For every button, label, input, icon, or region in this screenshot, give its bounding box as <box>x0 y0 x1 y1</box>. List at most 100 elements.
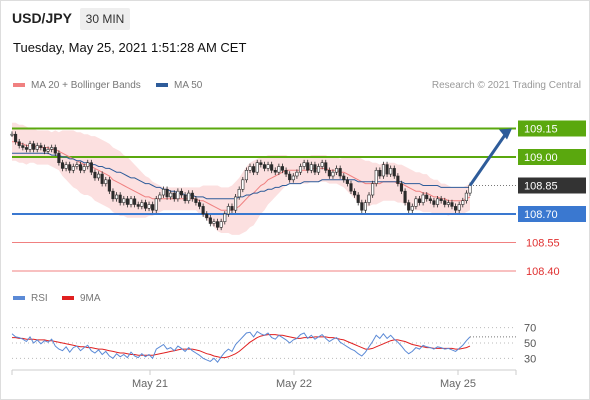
rsi-line <box>11 330 471 364</box>
level-label: 108.70 <box>524 209 558 221</box>
candle-body <box>428 198 432 202</box>
candle-body <box>367 194 371 203</box>
candle-body <box>241 179 245 190</box>
candle-body <box>259 162 263 165</box>
legend-swatch <box>13 83 25 88</box>
candle-body <box>291 175 295 181</box>
candle-body <box>280 166 285 171</box>
candle-body <box>407 202 411 211</box>
candle-body <box>226 206 230 215</box>
candle-body <box>432 200 436 205</box>
candle-body <box>89 162 93 173</box>
candle-body <box>248 166 252 171</box>
candle-body <box>183 194 187 201</box>
candle-body <box>324 162 328 171</box>
candle-body <box>327 170 331 177</box>
candle-body <box>461 200 465 205</box>
candle-body <box>288 173 292 181</box>
candle-body <box>46 149 50 152</box>
candle-body <box>201 206 205 215</box>
candle-body <box>17 141 21 146</box>
candle-body <box>179 190 184 196</box>
level-label: 109.15 <box>524 124 558 136</box>
candle-body <box>262 164 266 169</box>
candle-body <box>122 198 126 203</box>
candle-body <box>53 147 57 154</box>
candle-body <box>78 164 83 171</box>
candle-body <box>320 162 324 167</box>
candle-body <box>309 164 313 171</box>
legend-rsi: RSI <box>13 293 48 304</box>
candle-body <box>212 221 216 224</box>
candle-body <box>363 202 367 211</box>
candle-body <box>64 164 68 169</box>
candle-body <box>331 171 335 177</box>
candle-body <box>96 173 101 179</box>
candle-body <box>190 192 194 200</box>
candle-body <box>176 190 180 200</box>
candle-body <box>371 183 375 196</box>
legend-9ma: 9MA <box>62 293 101 304</box>
level-label: 108.55 <box>526 238 560 250</box>
candle-body <box>82 166 86 171</box>
candle-body <box>360 202 364 211</box>
candle-body <box>244 170 248 181</box>
candle-body <box>205 213 209 219</box>
candle-body <box>295 171 299 177</box>
candle-body <box>57 152 61 163</box>
candle-body <box>252 166 256 173</box>
candle-body <box>335 168 339 173</box>
level-tag <box>518 177 586 194</box>
level-label: 108.40 <box>526 266 560 278</box>
candle-body <box>255 162 259 173</box>
candle-body <box>24 147 28 150</box>
candle-body <box>219 221 223 228</box>
candle-body <box>165 189 169 198</box>
interval-button[interactable]: 30 MIN <box>80 8 130 30</box>
candle-body <box>266 164 270 169</box>
candle-body <box>446 202 450 205</box>
candle-body <box>316 166 321 173</box>
candle-body <box>468 185 472 194</box>
ma9-line <box>12 334 471 359</box>
candle-body <box>32 143 36 150</box>
candle-body <box>10 133 14 136</box>
candle-body <box>302 162 306 167</box>
candle-body <box>443 200 447 205</box>
candle-body <box>284 170 288 175</box>
candle-body <box>86 162 90 167</box>
candle-body <box>14 133 18 143</box>
candle-body <box>457 204 461 211</box>
level-label: 108.85 <box>524 181 558 193</box>
candle-body <box>399 183 404 192</box>
candle-body <box>208 217 212 224</box>
candle-body <box>60 162 65 169</box>
rsi-tick-label: 50 <box>524 338 536 350</box>
legend-ma50: MA 50 <box>156 80 202 91</box>
candle-body <box>450 202 454 207</box>
legend-label: MA 50 <box>174 80 203 91</box>
candle-body <box>71 166 75 171</box>
legend-swatch <box>156 83 168 88</box>
candle-body <box>270 164 274 171</box>
instrument-label: USD/JPY <box>12 10 72 26</box>
rsi-tick-label: 70 <box>524 323 536 335</box>
candle-body <box>342 175 346 181</box>
candle-body <box>414 198 418 207</box>
candle-body <box>115 194 119 200</box>
candle-body <box>197 202 202 207</box>
candle-body <box>421 194 425 203</box>
legend-label: 9MA <box>80 293 101 304</box>
candle-body <box>417 198 422 203</box>
x-tick-label: May 21 <box>132 378 168 390</box>
x-tick-label: May 25 <box>440 378 476 390</box>
candle-body <box>313 164 317 173</box>
candle-body <box>396 175 400 184</box>
candle-body <box>464 192 468 202</box>
candle-body <box>169 192 173 198</box>
candle-body <box>125 198 129 205</box>
timestamp: Tuesday, May 25, 2021 1:51:28 AM CET <box>13 40 247 55</box>
candle-body <box>454 206 458 211</box>
candle-body <box>147 204 151 209</box>
candle-body <box>39 145 43 148</box>
